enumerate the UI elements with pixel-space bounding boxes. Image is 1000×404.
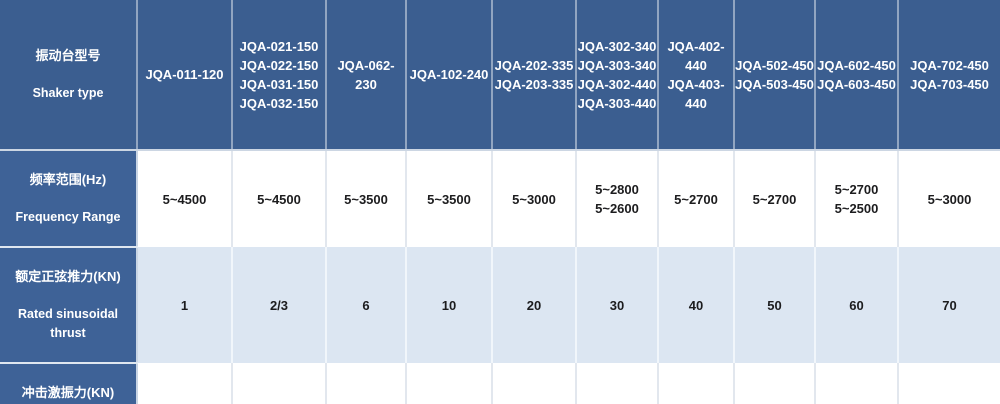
header-cell-model: JQA-202-335 JQA-203-335 [492, 0, 577, 151]
row-rated-thrust: 额定正弦推力(KN) Rated sinusoidal thrust 1 2/3… [0, 247, 1000, 364]
header-cell-model: JQA-021-150 JQA-022-150 JQA-031-150 JQA-… [232, 0, 327, 151]
header-row: 振动台型号 Shaker type JQA-011-120 JQA-021-15… [0, 0, 1000, 151]
spec-value-cell: 5~2800 5~2600 [576, 150, 659, 247]
spec-value-cell: 60 [815, 247, 899, 363]
header-cell-model: JQA-102-240 [406, 0, 493, 151]
spec-value-cell: 140 [898, 363, 1000, 404]
header-cell-model: JQA-402-440 JQA-403-440 [658, 0, 735, 151]
spec-value-cell: 5~3500 [326, 150, 407, 247]
spec-value-cell: 10 [406, 247, 493, 363]
row-label-en: Rated sinusoidal thrust [17, 307, 119, 340]
spec-value-cell: 5~4500 [137, 150, 233, 247]
row-frequency-range: 频率范围(Hz) Frequency Range 5~4500 5~4500 5… [0, 150, 1000, 248]
spec-value-cell: 5~3000 [898, 150, 1000, 247]
header-cell-model: JQA-302-340 JQA-303-340 JQA-302-440 JQA-… [576, 0, 659, 151]
row-label-en: Frequency Range [15, 210, 121, 224]
header-cell-model: JQA-011-120 [137, 0, 233, 151]
spec-value-cell: 30 [576, 247, 659, 363]
spec-value-cell: 5~4500 [232, 150, 327, 247]
header-cell-model: JQA-502-450 JQA-503-450 [734, 0, 816, 151]
spec-value-cell: 5~2700 5~2500 [815, 150, 899, 247]
spec-value-cell: 6 [326, 247, 407, 363]
spec-value-cell: 80/120* [658, 363, 735, 404]
spec-value-cell: 60/90* [576, 363, 659, 404]
row-label-cell: 频率范围(Hz) Frequency Range [0, 150, 138, 248]
spec-value-cell: 100/150* [734, 363, 816, 404]
row-label-cell: 额定正弦推力(KN) Rated sinusoidal thrust [0, 247, 138, 364]
header-label-zh: 振动台型号 [35, 48, 101, 63]
spec-value-cell: 40/60* [492, 363, 577, 404]
row-label-zh: 冲击激振力(KN) [21, 385, 115, 400]
spec-value-cell: 2/3 [232, 247, 327, 363]
spec-value-cell: 5~2700 [734, 150, 816, 247]
header-label-cell: 振动台型号 Shaker type [0, 0, 138, 151]
header-cell-model: JQA-602-450 JQA-603-450 [815, 0, 899, 151]
spec-value-cell: 5~3000 [492, 150, 577, 247]
header-cell-model: JQA-062-230 [326, 0, 407, 151]
spec-value-cell: 2 [137, 363, 233, 404]
spec-value-cell: 50 [734, 247, 816, 363]
spec-value-cell: 12 [326, 363, 407, 404]
row-shock-force: 冲击激振力(KN) Shock force 2 4/6 12 20 40/60*… [0, 363, 1000, 404]
spec-value-cell: 20 [492, 247, 577, 363]
spec-value-cell: 120/180* [815, 363, 899, 404]
spec-value-cell: 5~3500 [406, 150, 493, 247]
row-label-cell: 冲击激振力(KN) Shock force [0, 363, 138, 404]
row-label-zh: 频率范围(Hz) [29, 172, 107, 187]
row-label-zh: 额定正弦推力(KN) [15, 269, 121, 284]
spec-value-cell: 20 [406, 363, 493, 404]
spec-value-cell: 5~2700 [658, 150, 735, 247]
header-label-en: Shaker type [32, 86, 104, 100]
spec-value-cell: 40 [658, 247, 735, 363]
header-cell-model: JQA-702-450 JQA-703-450 [898, 0, 1000, 151]
spec-value-cell: 70 [898, 247, 1000, 363]
spec-value-cell: 4/6 [232, 363, 327, 404]
spec-value-cell: 1 [137, 247, 233, 363]
